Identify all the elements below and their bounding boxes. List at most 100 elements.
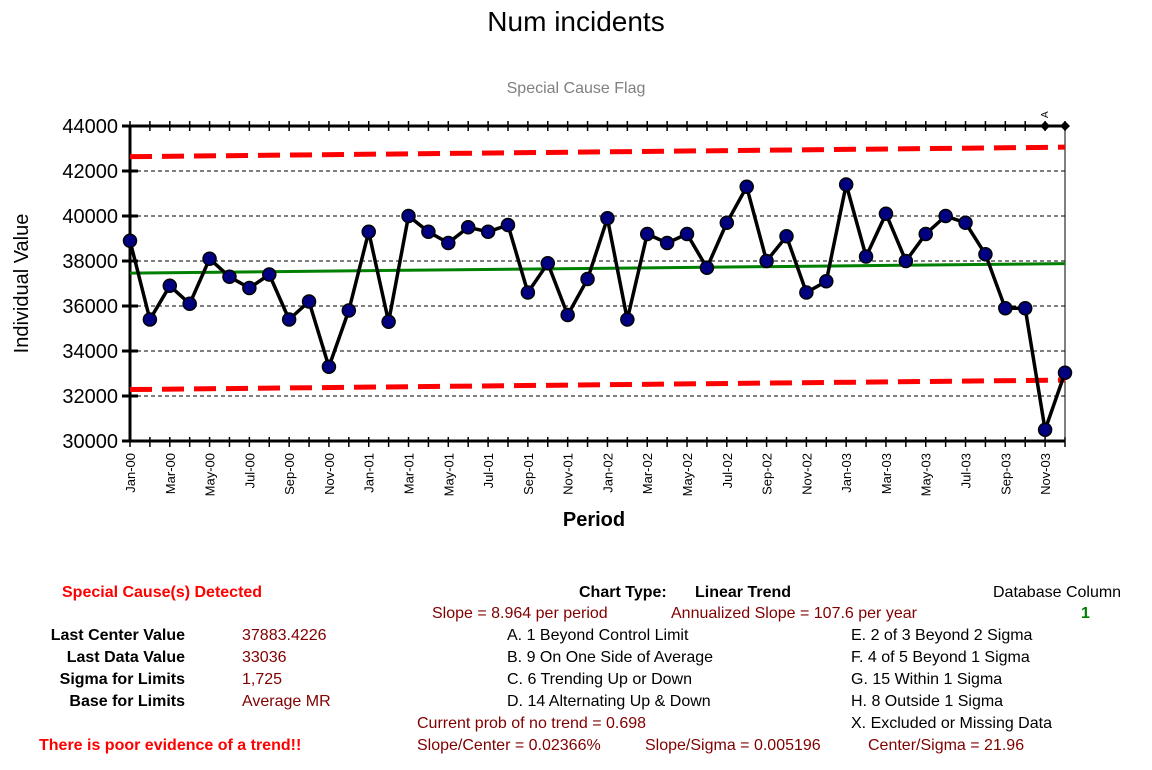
rule-h: H. 8 Outside 1 Sigma <box>851 693 1004 710</box>
data-point <box>500 217 516 233</box>
y-tick-label: 36000 <box>62 296 118 318</box>
rule-b: B. 9 On One Side of Average <box>507 649 714 666</box>
data-point <box>699 260 715 275</box>
x-tick-label: Sep-02 <box>760 453 775 495</box>
database-column-value: 1 <box>1081 605 1090 622</box>
rule-e: E. 2 of 3 Beyond 2 Sigma <box>851 627 1033 644</box>
data-point <box>878 206 894 221</box>
rule-g: G. 15 Within 1 Sigma <box>851 671 1003 688</box>
data-point <box>799 285 814 300</box>
data-point <box>182 296 197 311</box>
data-point <box>301 294 317 309</box>
base-value: Average MR <box>242 693 331 710</box>
x-tick-label: May-00 <box>203 453 218 496</box>
data-point <box>222 269 237 284</box>
data-point <box>978 247 993 262</box>
annual-slope-text: Annualized Slope = 107.6 per year <box>671 605 917 622</box>
last-center-label: Last Center Value <box>50 627 185 644</box>
data-point <box>520 285 536 300</box>
data-point <box>779 229 794 244</box>
data-point <box>938 208 953 224</box>
data-point <box>1037 422 1053 437</box>
chart-subtitle: Special Cause Flag <box>506 80 646 97</box>
data-point <box>759 253 774 269</box>
data-point <box>421 224 436 239</box>
database-column-label: Database Column <box>993 584 1122 601</box>
x-tick-label: Jan-03 <box>839 453 854 493</box>
data-point <box>858 249 874 264</box>
data-point <box>958 215 973 230</box>
y-tick-label: 34000 <box>62 341 118 363</box>
x-tick-label: Mar-03 <box>879 453 894 494</box>
rule-d: D. 14 Alternating Up & Down <box>507 693 711 710</box>
last-data-value: 33036 <box>242 649 287 666</box>
data-point <box>381 314 396 329</box>
data-point <box>262 267 277 282</box>
flag-label: A <box>1040 111 1051 118</box>
data-point <box>639 226 655 242</box>
data-point <box>838 177 854 192</box>
x-tick-label: Nov-03 <box>1038 453 1053 495</box>
sigma-label: Sigma for Limits <box>59 671 185 688</box>
x-tick-label: May-03 <box>919 453 934 496</box>
data-point <box>898 253 914 269</box>
x-tick-label: Jul-03 <box>959 453 974 488</box>
last-data-label: Last Data Value <box>66 649 185 666</box>
x-tick-label: Nov-00 <box>322 453 337 495</box>
flag-marker <box>1060 121 1070 131</box>
rule-x: X. Excluded or Missing Data <box>851 715 1052 732</box>
trend-evidence: There is poor evidence of a trend!! <box>39 737 302 754</box>
data-point <box>1057 365 1073 380</box>
data-point <box>321 359 337 374</box>
data-point <box>719 215 735 230</box>
data-point <box>560 307 575 323</box>
chart-type-value: Linear Trend <box>695 584 792 601</box>
x-tick-label: May-01 <box>441 453 456 496</box>
y-tick-label: 42000 <box>62 161 118 183</box>
sigma-value: 1,725 <box>242 671 283 688</box>
special-cause-heading: Special Cause(s) Detected <box>62 584 263 601</box>
y-tick-label: 44000 <box>62 116 118 138</box>
y-tick-label: 40000 <box>62 206 118 228</box>
data-point <box>341 303 357 318</box>
x-tick-label: Sep-00 <box>282 453 297 495</box>
control-limit-line <box>129 377 1066 393</box>
data-point <box>739 179 754 194</box>
center-sigma: Center/Sigma = 21.96 <box>868 737 1025 754</box>
data-point <box>1017 301 1033 316</box>
data-point <box>480 224 496 239</box>
last-center-value: 37883.4226 <box>242 627 327 644</box>
x-tick-label: Mar-02 <box>640 453 655 494</box>
data-point <box>580 271 595 287</box>
prob-no-trend: Current prob of no trend = 0.698 <box>417 715 647 732</box>
control-limit-line <box>129 144 1066 160</box>
control-chart: 30000 32000 34000 36000 38000 40000 42000 44000… <box>11 111 1073 531</box>
data-point <box>679 226 695 242</box>
data-point <box>361 224 376 239</box>
x-tick-label: Jul-00 <box>242 453 257 488</box>
data-point <box>122 233 138 248</box>
data-point <box>242 280 257 296</box>
data-point <box>819 274 834 289</box>
slope-sigma: Slope/Sigma = 0.005196 <box>645 737 821 754</box>
data-point <box>401 208 416 224</box>
data-point <box>998 301 1013 316</box>
slope-center: Slope/Center = 0.02366% <box>417 737 601 754</box>
data-point <box>600 211 615 226</box>
slope-text: Slope = 8.964 per period <box>432 605 608 622</box>
y-axis-title: Individual Value <box>11 214 33 354</box>
x-tick-label: Nov-02 <box>799 453 814 495</box>
data-point <box>918 226 933 242</box>
chart-type-label: Chart Type: <box>579 584 667 601</box>
data-point <box>460 220 476 235</box>
data-point <box>540 256 556 271</box>
x-tick-label: Mar-00 <box>163 453 178 494</box>
x-tick-label: Mar-01 <box>402 453 417 494</box>
rule-f: F. 4 of 5 Beyond 1 Sigma <box>851 649 1030 666</box>
chart-title: Num incidents <box>487 6 665 37</box>
base-label: Base for Limits <box>69 693 185 710</box>
x-tick-label: Jan-01 <box>362 453 377 493</box>
rule-c: C. 6 Trending Up or Down <box>507 671 692 688</box>
x-tick-label: Nov-01 <box>561 453 576 495</box>
y-tick-label: 32000 <box>62 386 118 408</box>
